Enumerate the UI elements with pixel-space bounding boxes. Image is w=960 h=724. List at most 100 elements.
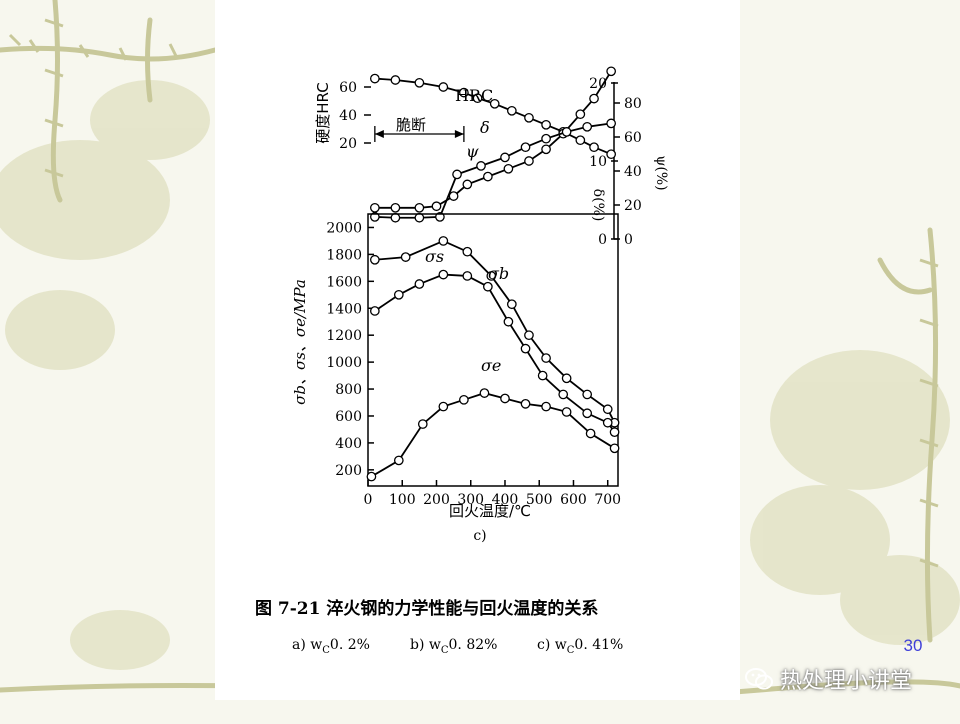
- lower-data-point: [537, 370, 548, 381]
- upper-data-point: [541, 119, 551, 130]
- figure-subcaption: a) wC0. 2% b) wC0. 82% c) wC0. 41%: [292, 637, 623, 656]
- figure-caption: 图 7-21 淬火钢的力学性能与回火温度的关系: [255, 598, 598, 619]
- upper-data-point: [476, 161, 486, 171]
- subcaption-c-sub: C: [567, 645, 575, 656]
- lower-data-point: [462, 271, 473, 281]
- lower-data-point: [561, 407, 572, 417]
- upper-axes: 20 40 60 0 10 20 0 20 40 60 80: [339, 76, 642, 248]
- upper-data-point: [503, 163, 514, 174]
- upper-data-point: [541, 133, 551, 144]
- psi-tick-label: 0: [624, 232, 633, 248]
- series-label-psi: ψ: [466, 142, 479, 161]
- upper-data-point: [524, 156, 534, 166]
- upper-data-point: [472, 93, 483, 104]
- upper-data-point: [541, 144, 551, 155]
- lower-data-point: [438, 236, 449, 246]
- upper-data-point: [414, 202, 425, 213]
- lower-data-point: [541, 401, 551, 412]
- upper-data-point: [489, 98, 500, 109]
- upper-data-point: [431, 201, 442, 212]
- upper-data-point: [369, 212, 380, 222]
- subcaption-b-val: 0. 82%: [449, 637, 498, 653]
- upper-data-point: [524, 112, 534, 123]
- psi-tick-label: 40: [624, 164, 642, 180]
- stress-tick-label: 1200: [326, 328, 362, 344]
- stress-tick-label: 600: [335, 409, 362, 425]
- lower-data-point: [609, 443, 620, 454]
- subcaption-a: a) w: [292, 637, 322, 653]
- lower-data-point: [561, 373, 572, 384]
- lower-data-point: [609, 427, 620, 437]
- series-label-sigma-b: σb: [488, 264, 509, 283]
- upper-data-point: [462, 179, 473, 190]
- subcaption-a-sub: C: [322, 645, 330, 656]
- upper-data-point: [390, 75, 401, 85]
- stress-tick-label: 1400: [326, 301, 362, 317]
- x-axis-label: 回火温度/℃: [449, 502, 531, 520]
- brittle-arrow-left: [374, 130, 384, 138]
- stress-tick-label: 1000: [326, 355, 362, 371]
- watermark: 热处理小讲堂: [744, 662, 912, 696]
- lower-data-point: [393, 289, 404, 300]
- stress-tick-label: 2000: [326, 220, 362, 236]
- lower-series-line: [370, 392, 616, 478]
- stress-tick-label: 400: [335, 436, 362, 452]
- lower-data-point: [483, 281, 493, 292]
- lower-data-point: [366, 471, 377, 482]
- svg-text:a) wC0. 2%: a) wC0. 2%: [292, 637, 370, 656]
- x-tick-label: 400: [492, 492, 519, 508]
- upper-data-point: [435, 212, 445, 222]
- upper-data-point: [606, 66, 617, 77]
- series-label-sigma-s: σs: [425, 247, 444, 266]
- stress-tick-label: 1800: [326, 247, 362, 263]
- delta-axis-label: δ(%): [590, 189, 606, 222]
- subcaption-c-val: 0. 41%: [574, 637, 623, 653]
- stress-tick-label: 1600: [326, 274, 362, 290]
- upper-data-point: [414, 212, 425, 223]
- figure-panel: [215, 0, 740, 700]
- lower-data-point: [486, 271, 497, 281]
- lower-series-line: [374, 273, 616, 433]
- upper-data-point: [483, 171, 493, 182]
- lower-data-point: [438, 269, 449, 280]
- upper-data-point: [500, 152, 510, 163]
- subcaption-a-val: 0. 2%: [330, 637, 370, 653]
- series-label-sigma-e: σe: [481, 356, 501, 375]
- lower-data-point: [585, 428, 596, 439]
- wechat-icon: [745, 668, 773, 690]
- lower-data-point: [541, 353, 551, 363]
- upper-data-point: [414, 77, 425, 88]
- lower-data-point: [582, 408, 593, 419]
- upper-data-point: [369, 202, 380, 213]
- psi-tick-label: 80: [624, 96, 642, 112]
- lower-data-point: [414, 279, 425, 289]
- psi-axis-label: ψ(%): [653, 155, 669, 190]
- lower-data-point: [524, 330, 534, 341]
- x-tick-label: 700: [594, 492, 621, 508]
- panel-label: c): [473, 528, 486, 544]
- hrc-tick-label: 60: [339, 80, 357, 96]
- lower-data-point: [417, 419, 428, 429]
- subcaption-b-sub: C: [441, 645, 449, 656]
- subcaption-b: b) w: [410, 637, 441, 653]
- series-label-hrc: HRC: [455, 86, 493, 105]
- lower-data-point: [520, 399, 531, 409]
- lower-data-point: [520, 343, 531, 354]
- upper-data-point: [390, 202, 401, 213]
- watermark-text: 热处理小讲堂: [780, 669, 913, 694]
- stress-axis-label: σb、σs、σe/MPa: [291, 279, 309, 405]
- lower-data-point: [602, 404, 613, 415]
- psi-tick-label: 60: [624, 130, 642, 146]
- delta-tick-label: 0: [598, 232, 607, 248]
- lower-plot-frame: [367, 213, 619, 487]
- upper-data-point: [390, 212, 401, 223]
- lower-data-point: [506, 299, 517, 310]
- delta-tick-label: 10: [589, 154, 607, 170]
- lower-data-point: [582, 389, 593, 400]
- x-tick-label: 100: [389, 492, 416, 508]
- upper-data-point: [369, 73, 380, 84]
- psi-tick-label: 20: [624, 198, 642, 214]
- upper-data-point: [459, 87, 469, 98]
